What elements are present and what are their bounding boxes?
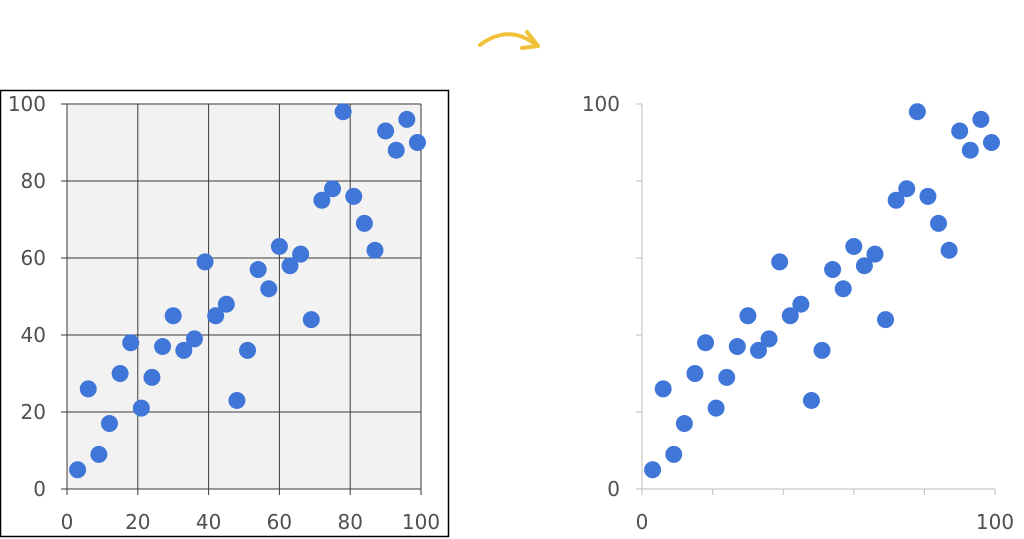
right-data-points — [644, 103, 1000, 479]
data-point — [802, 391, 820, 409]
data-point — [207, 307, 225, 325]
data-point — [249, 261, 267, 279]
curved-arrow-right-icon — [478, 30, 540, 50]
data-point — [313, 191, 331, 209]
data-point — [122, 334, 140, 352]
arrow-shaft — [478, 32, 537, 47]
data-point — [739, 307, 757, 325]
y-tick-label: 20 — [21, 400, 46, 424]
data-point — [69, 461, 87, 479]
data-point — [887, 191, 905, 209]
data-point — [196, 253, 214, 271]
data-point — [961, 141, 979, 159]
data-point — [398, 110, 416, 128]
data-point — [718, 368, 736, 386]
data-point — [982, 134, 1000, 151]
data-point — [665, 445, 683, 463]
x-tick-label: 20 — [125, 510, 150, 534]
minimal-scatter-chart: 0 100 0 100 — [582, 92, 1014, 534]
data-point — [132, 399, 150, 417]
data-point — [185, 330, 203, 348]
data-point — [686, 365, 704, 382]
data-point — [324, 180, 341, 198]
data-point — [771, 253, 789, 271]
y-tick-label: 40 — [21, 323, 46, 347]
data-point — [334, 103, 352, 121]
data-point — [100, 415, 118, 433]
data-point — [697, 334, 715, 352]
data-point — [824, 261, 842, 279]
data-point — [355, 214, 373, 232]
y-tick-label: 100 — [8, 92, 46, 116]
data-point — [366, 241, 384, 259]
data-point — [260, 280, 278, 298]
gridded-scatter-chart: 0 20 40 60 80 100 0 20 40 60 80 100 — [8, 92, 440, 534]
data-point — [728, 338, 746, 356]
right-axes — [636, 103, 996, 495]
y-tick-label: 0 — [607, 477, 620, 501]
y-tick-label: 100 — [582, 92, 620, 116]
data-point — [111, 365, 129, 382]
data-point — [972, 110, 990, 128]
left-tick-labels: 0 20 40 60 80 100 0 20 40 60 80 100 — [8, 92, 440, 534]
y-tick-label: 80 — [21, 169, 46, 193]
data-point — [644, 461, 662, 479]
data-point — [675, 415, 693, 433]
left-data-points — [69, 103, 426, 479]
data-point — [940, 241, 958, 259]
data-point — [387, 141, 405, 159]
left-gridlines — [61, 103, 422, 495]
x-tick-label: 0 — [636, 510, 649, 534]
data-point — [239, 341, 257, 359]
data-point — [292, 245, 310, 263]
data-point — [408, 134, 426, 151]
data-point — [951, 122, 969, 140]
data-point — [845, 237, 863, 255]
data-point — [908, 103, 926, 121]
data-point — [781, 307, 799, 325]
data-point — [281, 257, 299, 275]
data-point — [792, 295, 810, 313]
data-point — [154, 338, 172, 356]
data-point — [270, 237, 288, 255]
data-point — [898, 180, 916, 198]
data-point — [855, 257, 873, 275]
data-point — [164, 307, 182, 325]
data-point — [79, 380, 97, 398]
data-point — [90, 445, 108, 463]
data-point — [707, 399, 725, 417]
x-tick-label: 100 — [976, 510, 1014, 534]
x-tick-label: 0 — [61, 510, 74, 534]
x-tick-label: 60 — [267, 510, 292, 534]
data-point — [919, 187, 937, 205]
data-point — [377, 122, 395, 140]
x-tick-label: 40 — [196, 510, 221, 534]
data-point — [654, 380, 672, 398]
y-tick-label: 60 — [21, 246, 46, 270]
data-point — [813, 341, 831, 359]
right-tick-labels: 0 100 0 100 — [582, 92, 1014, 534]
x-tick-label: 100 — [402, 510, 440, 534]
data-point — [175, 341, 193, 359]
data-point — [143, 368, 161, 386]
x-tick-label: 80 — [337, 510, 362, 534]
y-tick-label: 0 — [33, 477, 46, 501]
data-point — [749, 341, 767, 359]
left-plot-area — [67, 104, 421, 489]
data-point — [834, 280, 852, 298]
data-point — [228, 391, 246, 409]
data-point — [217, 295, 235, 313]
data-point — [930, 214, 948, 232]
data-point — [345, 187, 363, 205]
data-point — [877, 311, 895, 329]
arrow-head — [520, 30, 540, 50]
data-point — [302, 311, 320, 329]
data-point — [866, 245, 884, 263]
data-point — [760, 330, 778, 348]
